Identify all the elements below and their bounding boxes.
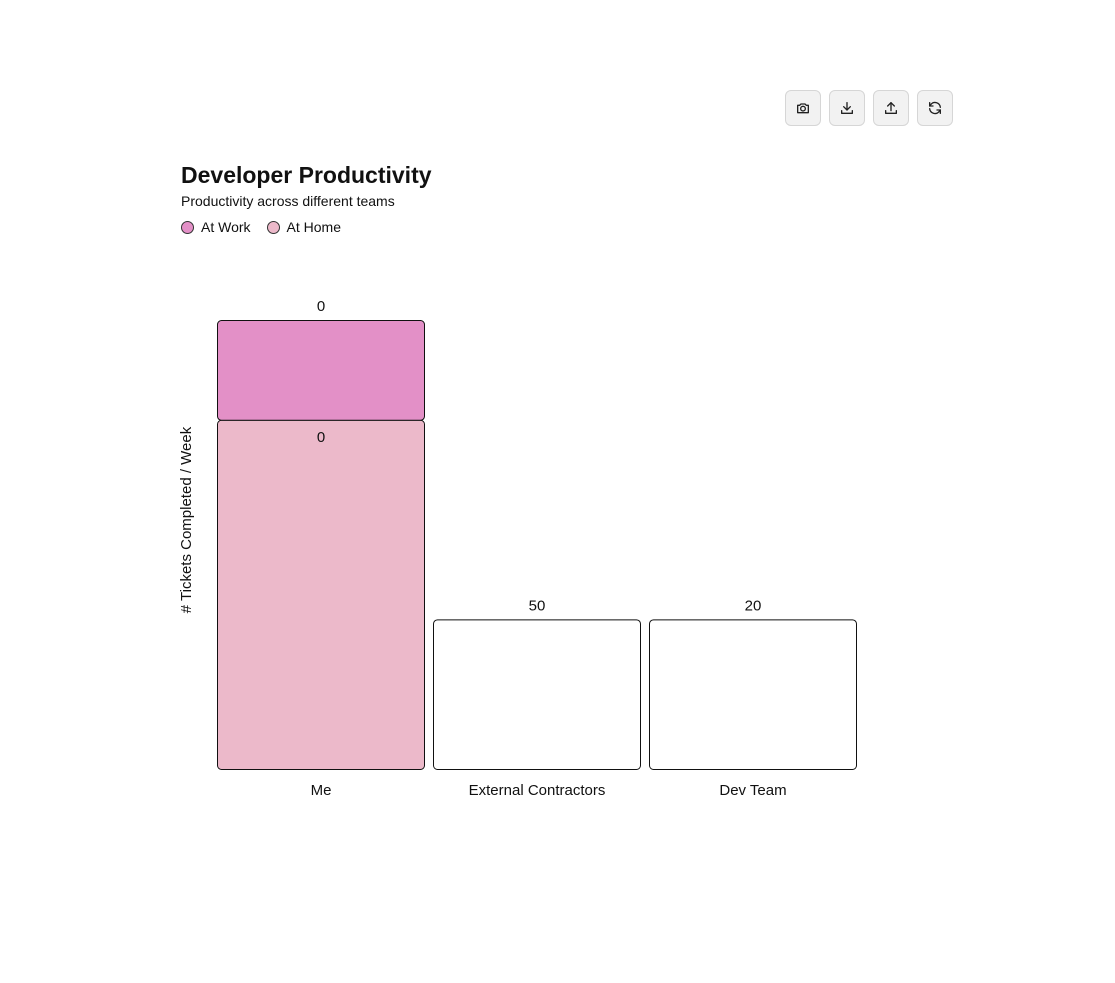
bar-dev-team-unnamed[interactable] [649, 619, 857, 770]
data-label-me-at-work: 0 [317, 298, 325, 315]
refresh-icon [929, 101, 941, 115]
x-tick-dev-team: Dev Team [719, 782, 786, 799]
upload-icon [885, 102, 897, 114]
legend-swatch-at-home [266, 220, 280, 234]
bar-me-at-home[interactable] [217, 419, 425, 770]
legend-item-at-home[interactable]: At Home [266, 219, 341, 235]
download-icon [841, 102, 853, 114]
chart-title: Developer Productivity [181, 162, 432, 188]
legend-label-at-work: At Work [201, 219, 251, 235]
y-axis-label: # Tickets Completed / Week [178, 426, 195, 613]
upload-button[interactable] [873, 90, 909, 126]
legend-item-at-work[interactable]: At Work [181, 219, 251, 235]
download-button[interactable] [829, 90, 865, 126]
legend-label-at-home: At Home [286, 219, 341, 235]
bars-group: 0 0 50 20 [217, 298, 857, 770]
legend-swatch-at-work [181, 220, 194, 234]
refresh-button[interactable] [917, 90, 953, 126]
bar-me-at-work[interactable] [217, 320, 425, 421]
camera-icon [797, 103, 809, 114]
camera-button[interactable] [785, 90, 821, 126]
data-label-external-contractors-unnamed: 50 [529, 597, 546, 614]
x-tick-me: Me [311, 782, 332, 799]
chart-legend: At Work At Home [181, 219, 432, 235]
chart-subtitle: Productivity across different teams [181, 193, 395, 209]
chart-header: Developer Productivity Productivity acro… [181, 160, 432, 235]
x-axis-ticks: Me External Contractors Dev Team [311, 782, 787, 799]
x-tick-external-contractors: External Contractors [469, 782, 606, 799]
bar-external-contractors-unnamed[interactable] [433, 619, 641, 770]
data-label-dev-team-unnamed: 20 [745, 597, 762, 614]
data-label-me-at-home: 0 [317, 429, 325, 446]
chart-toolbar [785, 90, 953, 126]
